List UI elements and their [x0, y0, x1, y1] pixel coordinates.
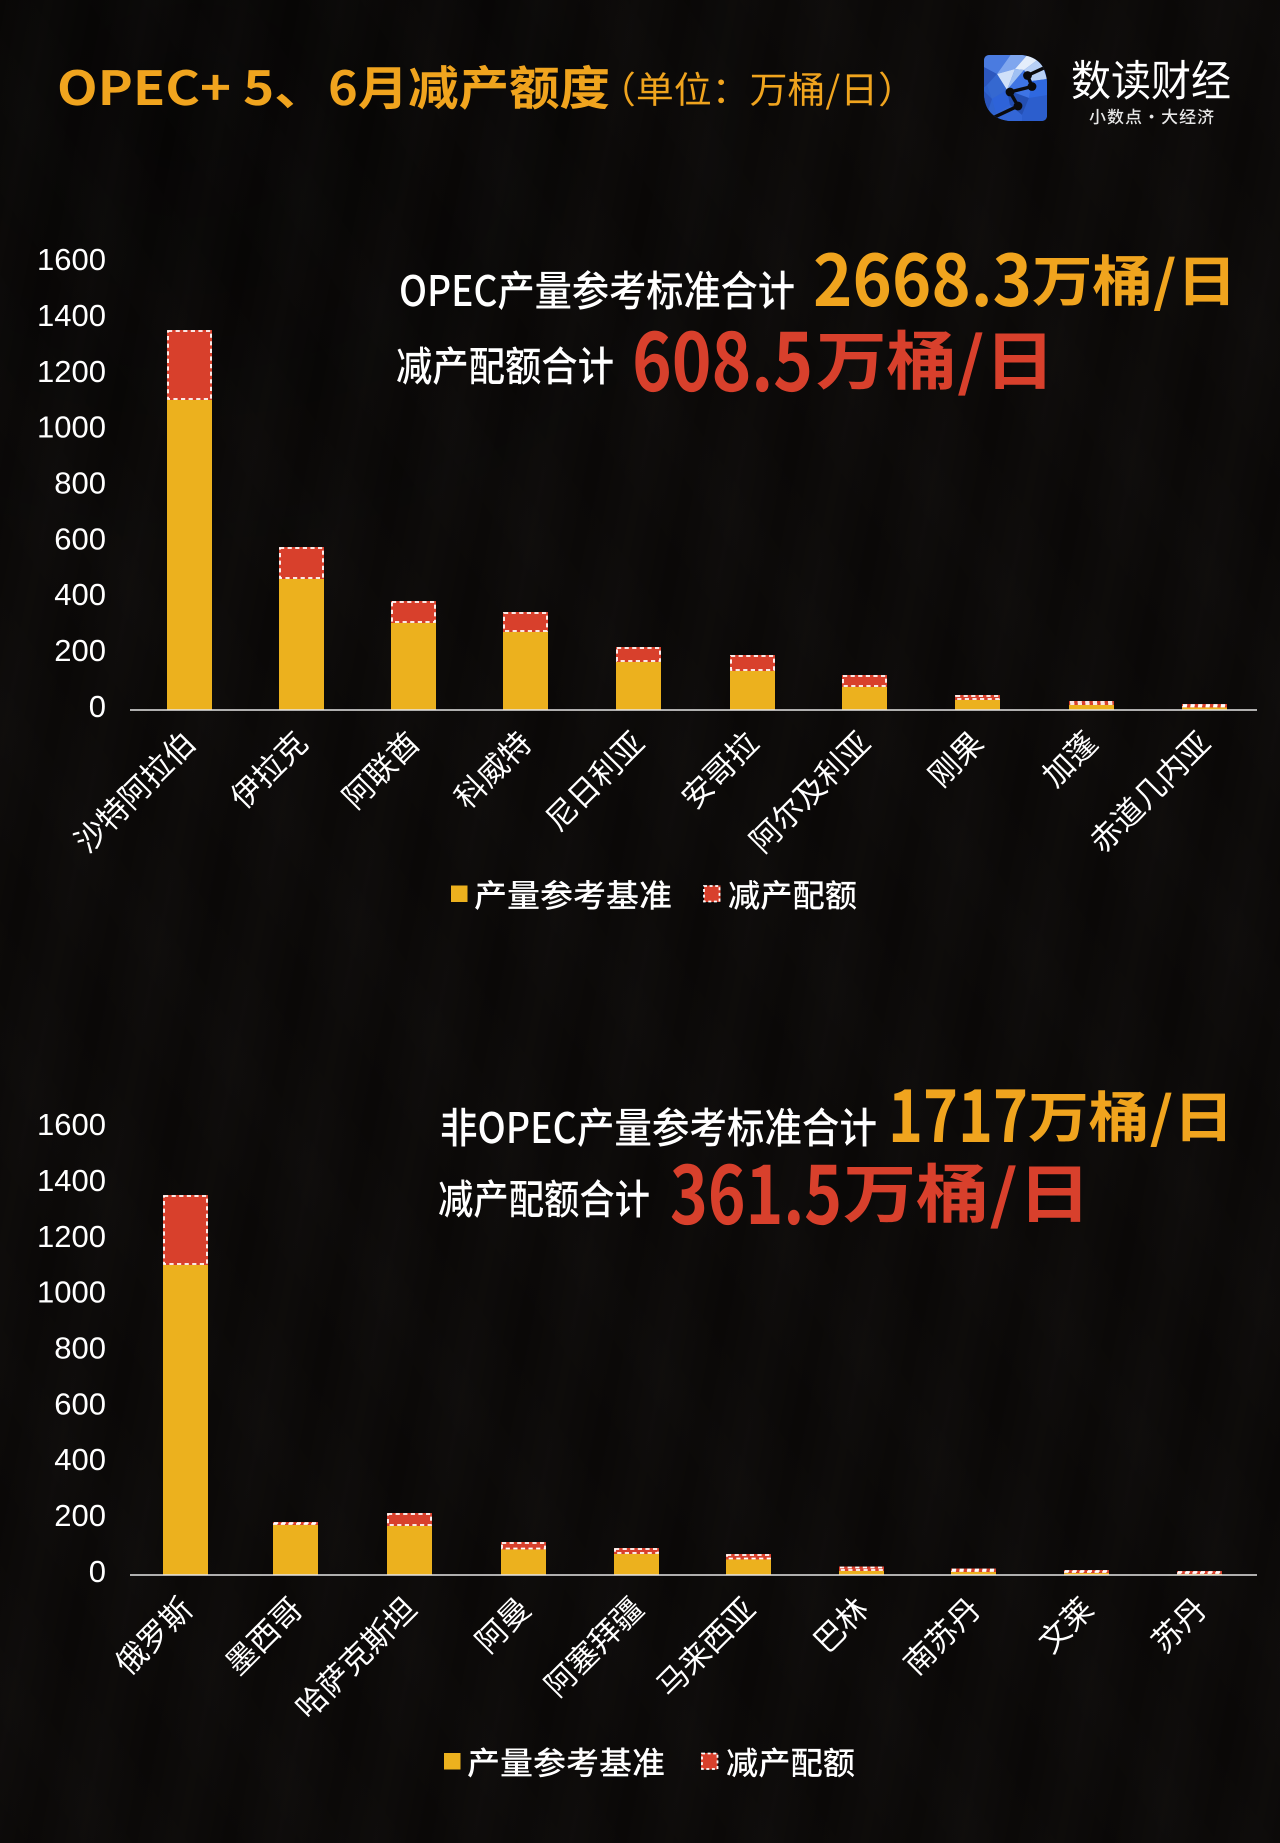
svg-text:0: 0	[89, 1554, 106, 1589]
svg-text:1400: 1400	[37, 1163, 106, 1198]
svg-text:1000: 1000	[37, 410, 106, 445]
svg-text:400: 400	[54, 577, 106, 612]
svg-text:200: 200	[54, 633, 106, 668]
svg-text:400: 400	[54, 1442, 106, 1477]
svg-text:1600: 1600	[37, 242, 106, 277]
svg-text:200: 200	[54, 1498, 106, 1533]
svg-text:1000: 1000	[37, 1275, 106, 1310]
svg-text:1600: 1600	[37, 1107, 106, 1142]
svg-text:1400: 1400	[37, 298, 106, 333]
svg-text:800: 800	[54, 1331, 106, 1366]
svg-text:600: 600	[54, 521, 106, 556]
svg-text:1200: 1200	[37, 354, 106, 389]
svg-text:1200: 1200	[37, 1219, 106, 1254]
svg-text:600: 600	[54, 1386, 106, 1421]
svg-text:800: 800	[54, 466, 106, 501]
svg-text:0: 0	[89, 689, 106, 724]
